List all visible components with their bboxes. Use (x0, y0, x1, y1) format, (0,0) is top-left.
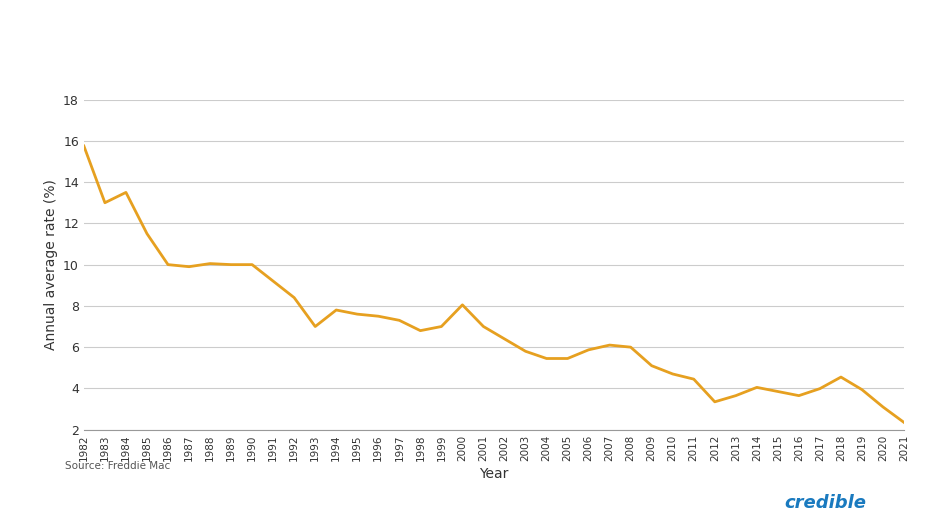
Text: Average 30-year fixed mortgage rates over the past 39 years: Average 30-year fixed mortgage rates ove… (81, 40, 851, 60)
Text: credible: credible (785, 494, 867, 512)
Text: Source: Freddie Mac: Source: Freddie Mac (65, 461, 171, 472)
Y-axis label: Annual average rate (%): Annual average rate (%) (44, 179, 58, 350)
X-axis label: Year: Year (479, 466, 509, 481)
